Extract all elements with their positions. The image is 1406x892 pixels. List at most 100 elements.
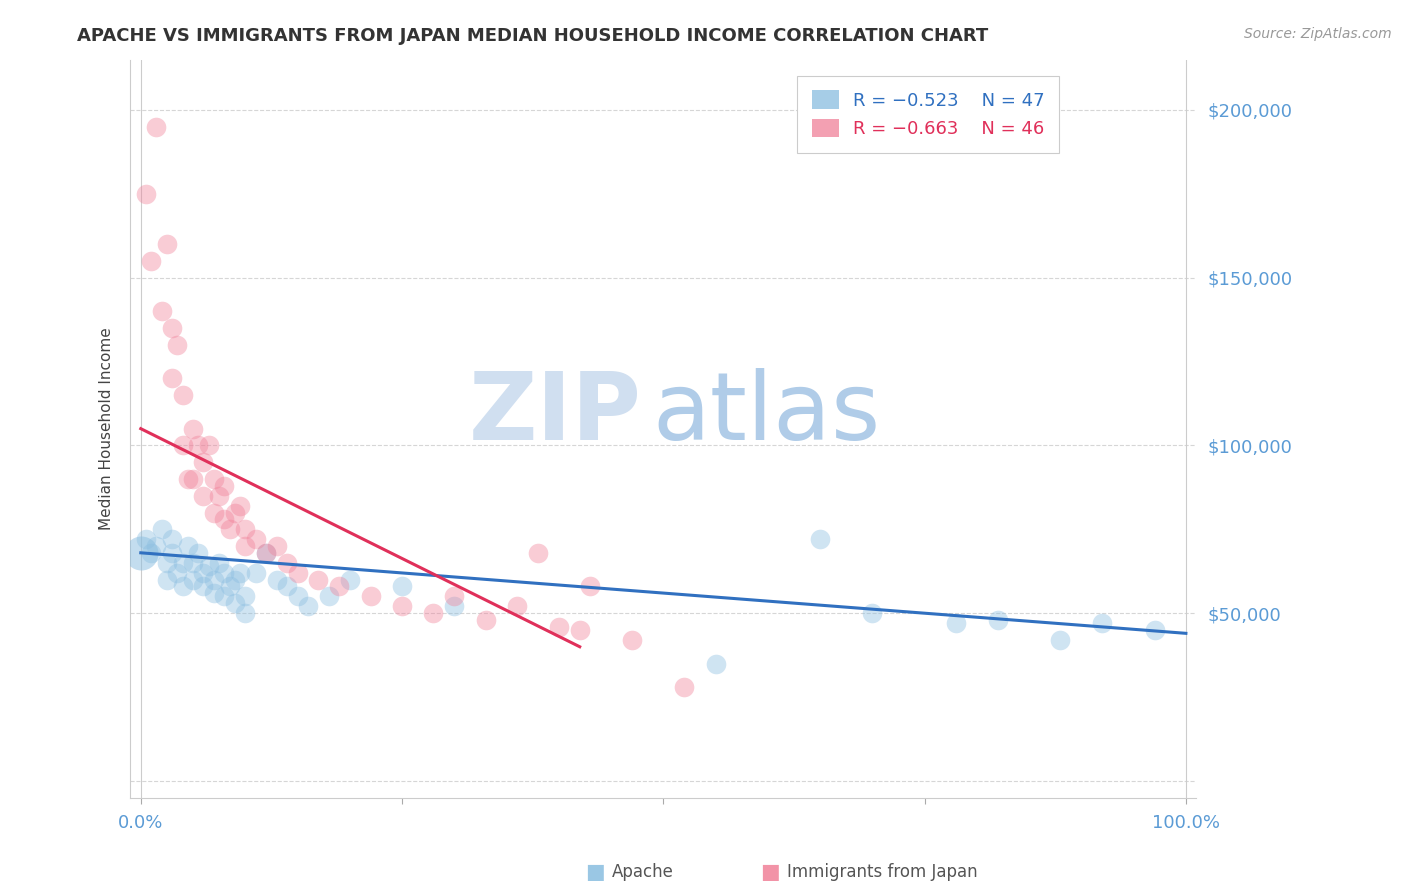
Point <box>150 522 173 536</box>
Point <box>422 606 444 620</box>
Point <box>202 586 225 600</box>
Point <box>181 472 204 486</box>
Point <box>218 579 240 593</box>
Point <box>224 596 246 610</box>
Point <box>233 522 256 536</box>
Point <box>218 522 240 536</box>
Point <box>287 590 309 604</box>
Point <box>229 566 252 580</box>
Point <box>214 590 236 604</box>
Point <box>141 546 163 560</box>
Point <box>1091 616 1114 631</box>
Point <box>266 539 288 553</box>
Point <box>193 579 215 593</box>
Point <box>620 633 643 648</box>
Text: Apache: Apache <box>612 863 673 881</box>
Point <box>172 388 194 402</box>
Point <box>202 506 225 520</box>
Text: ■: ■ <box>761 863 780 882</box>
Text: APACHE VS IMMIGRANTS FROM JAPAN MEDIAN HOUSEHOLD INCOME CORRELATION CHART: APACHE VS IMMIGRANTS FROM JAPAN MEDIAN H… <box>77 27 988 45</box>
Point <box>266 573 288 587</box>
Point <box>328 579 350 593</box>
Point <box>172 579 194 593</box>
Point <box>187 438 209 452</box>
Point <box>276 556 298 570</box>
Point <box>568 623 591 637</box>
Point <box>177 539 200 553</box>
Point <box>197 559 219 574</box>
Point <box>229 499 252 513</box>
Point <box>197 438 219 452</box>
Point <box>202 472 225 486</box>
Point <box>704 657 727 671</box>
Point <box>156 556 179 570</box>
Point <box>245 566 267 580</box>
Legend: R = −0.523    N = 47, R = −0.663    N = 46: R = −0.523 N = 47, R = −0.663 N = 46 <box>797 76 1059 153</box>
Point <box>224 573 246 587</box>
Point <box>808 533 831 547</box>
Point <box>181 422 204 436</box>
Point <box>214 566 236 580</box>
Point <box>145 120 167 134</box>
Point <box>527 546 550 560</box>
Point <box>360 590 382 604</box>
Point <box>297 599 319 614</box>
Point <box>160 546 183 560</box>
Point <box>233 539 256 553</box>
Point <box>145 539 167 553</box>
Point <box>166 338 188 352</box>
Point <box>474 613 496 627</box>
Text: Immigrants from Japan: Immigrants from Japan <box>787 863 979 881</box>
Point <box>160 371 183 385</box>
Point <box>166 566 188 580</box>
Point <box>287 566 309 580</box>
Point <box>254 546 277 560</box>
Point <box>156 573 179 587</box>
Point <box>391 579 413 593</box>
Point <box>860 606 883 620</box>
Point <box>1049 633 1071 648</box>
Point <box>214 512 236 526</box>
Point <box>339 573 361 587</box>
Point <box>150 304 173 318</box>
Point <box>193 566 215 580</box>
Point <box>141 253 163 268</box>
Point <box>307 573 329 587</box>
Point <box>208 556 231 570</box>
Point <box>172 556 194 570</box>
Point <box>443 599 465 614</box>
Point <box>506 599 529 614</box>
Text: ZIP: ZIP <box>470 368 643 460</box>
Point <box>156 237 179 252</box>
Point <box>1143 623 1166 637</box>
Point <box>177 472 200 486</box>
Point <box>202 573 225 587</box>
Point <box>547 619 569 633</box>
Point <box>129 546 152 560</box>
Point <box>233 606 256 620</box>
Point <box>245 533 267 547</box>
Point <box>135 533 157 547</box>
Point <box>579 579 602 593</box>
Point <box>224 506 246 520</box>
Point <box>443 590 465 604</box>
Point <box>208 489 231 503</box>
Point <box>254 546 277 560</box>
Point <box>193 489 215 503</box>
Point <box>318 590 340 604</box>
Point <box>160 533 183 547</box>
Point <box>193 455 215 469</box>
Point <box>172 438 194 452</box>
Text: ■: ■ <box>585 863 605 882</box>
Point <box>187 546 209 560</box>
Point <box>135 186 157 201</box>
Y-axis label: Median Household Income: Median Household Income <box>100 327 114 530</box>
Text: Source: ZipAtlas.com: Source: ZipAtlas.com <box>1244 27 1392 41</box>
Point <box>987 613 1010 627</box>
Point <box>233 590 256 604</box>
Point <box>160 321 183 335</box>
Point <box>181 573 204 587</box>
Text: atlas: atlas <box>652 368 882 460</box>
Point <box>276 579 298 593</box>
Point <box>945 616 967 631</box>
